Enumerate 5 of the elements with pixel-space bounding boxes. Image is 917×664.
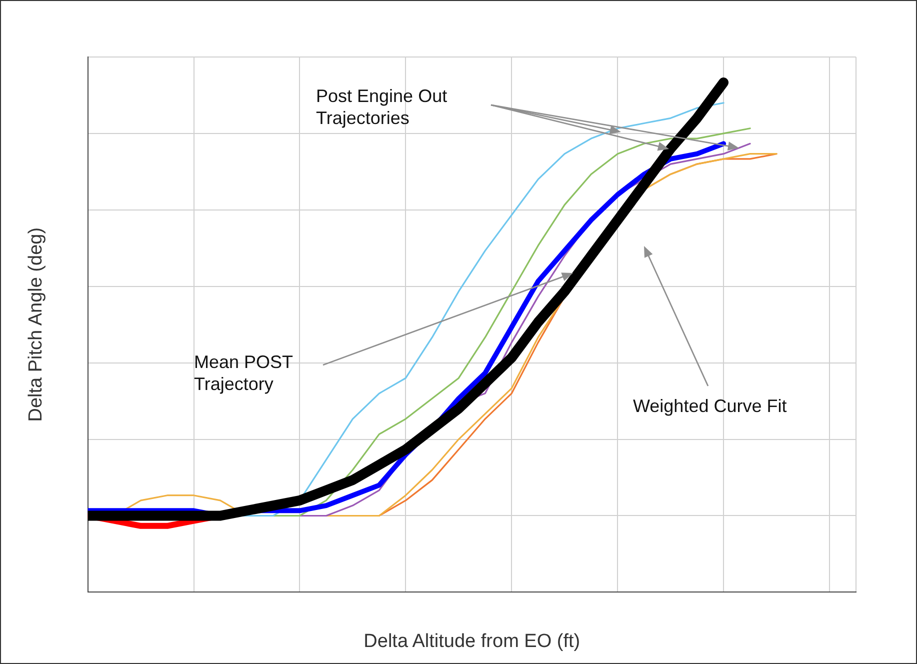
y-axis-title: Delta Pitch Angle (deg) bbox=[26, 227, 47, 422]
annotation: Mean POST Trajectory bbox=[194, 351, 294, 395]
annotation: Weighted Curve Fit bbox=[633, 395, 787, 417]
x-axis-title: Delta Altitude from EO (ft) bbox=[364, 630, 580, 652]
annotation: Post Engine Out Trajectories bbox=[316, 85, 448, 129]
